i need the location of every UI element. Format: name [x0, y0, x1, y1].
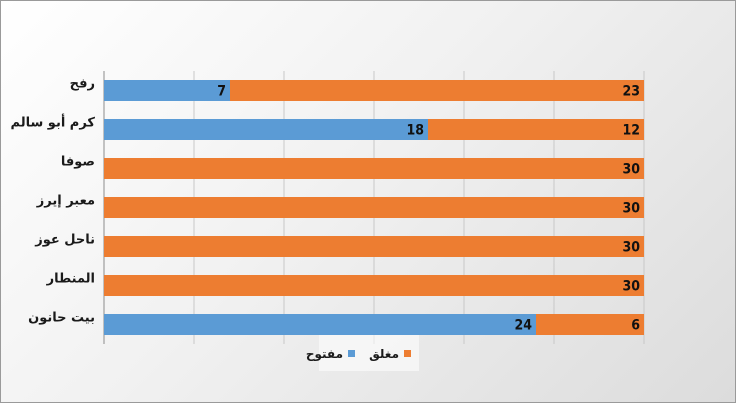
bar-segment	[104, 197, 644, 218]
bar-segment	[428, 119, 644, 140]
data-label: 7	[217, 84, 226, 100]
data-label: 30	[622, 240, 640, 256]
category-label: رفح	[70, 77, 95, 92]
category-label: معبر إيرز	[36, 194, 95, 209]
legend-swatch	[404, 350, 411, 357]
category-label: كرم أبو سالم	[11, 114, 96, 131]
bar-segment	[104, 314, 536, 335]
bar-segment	[104, 236, 644, 257]
data-label: 23	[622, 84, 640, 100]
category-label: بيت حانون	[28, 311, 95, 326]
legend-swatch	[348, 350, 355, 357]
bars: 7 23 18 12 30 30 30 30 24 6	[104, 80, 644, 335]
legend-label: مغلق	[369, 347, 399, 361]
legend-box	[319, 335, 419, 371]
legend-label: مفتوح	[306, 347, 343, 362]
data-label: 30	[622, 162, 640, 178]
bar-segment	[536, 314, 644, 335]
category-label: المنطار	[46, 272, 95, 287]
bar-segment	[104, 158, 644, 179]
data-label: 6	[631, 318, 640, 334]
bar-segment	[230, 80, 644, 101]
bar-segment	[104, 119, 428, 140]
legend: مغلق مفتوح	[306, 335, 419, 371]
data-label: 30	[622, 201, 640, 217]
data-label: 12	[622, 123, 640, 139]
category-label: صوفا	[61, 155, 95, 170]
bar-segment	[104, 80, 230, 101]
data-label: 18	[406, 123, 424, 139]
data-label: 30	[622, 279, 640, 295]
category-label: ناحل عوز	[34, 233, 95, 248]
category-labels: رفح كرم أبو سالم صوفا معبر إيرز ناحل عوز المن…	[11, 77, 96, 326]
bar-segment	[104, 275, 644, 296]
data-label: 24	[514, 318, 532, 334]
